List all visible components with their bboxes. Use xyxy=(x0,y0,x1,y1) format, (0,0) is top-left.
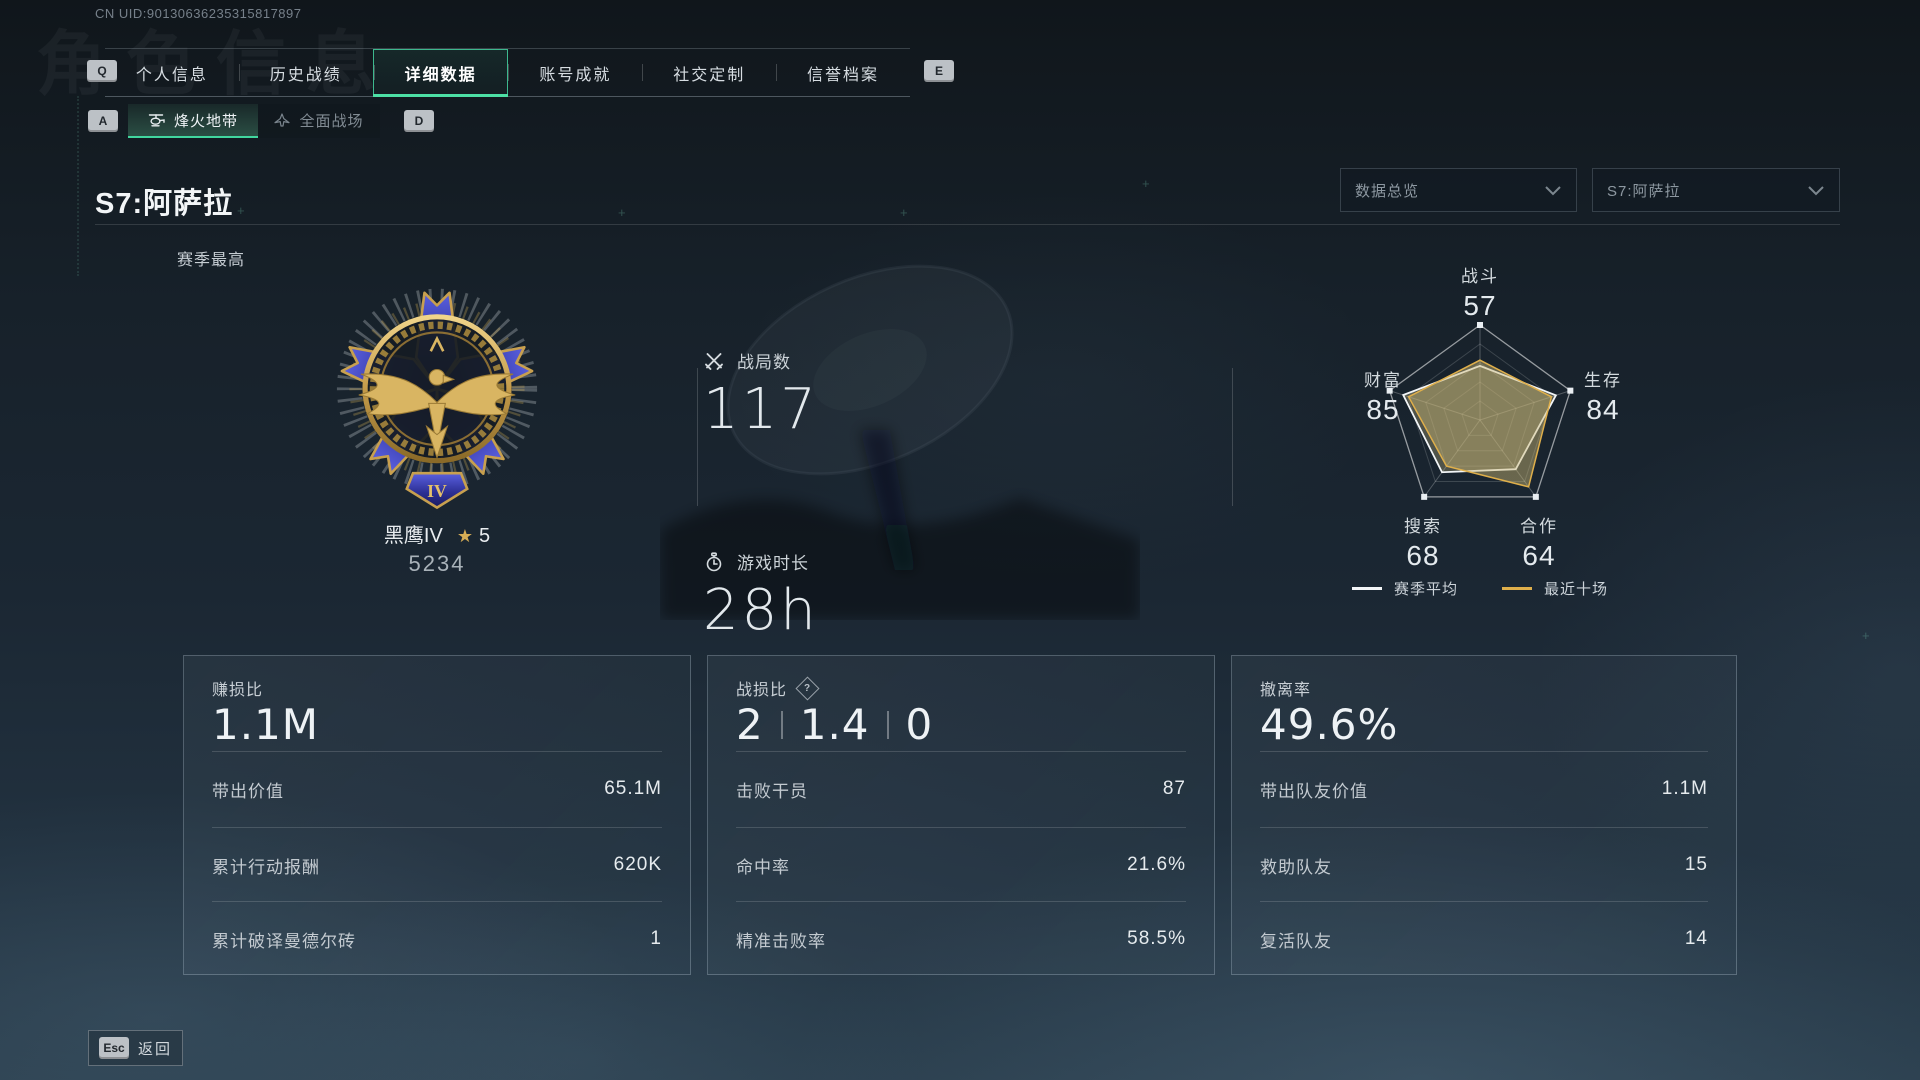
column-divider xyxy=(697,368,698,506)
subtab-hazard-zone[interactable]: 烽火地带 xyxy=(128,104,258,138)
playtime-label: 游戏时长 xyxy=(737,554,809,573)
hotkey-e-badge: E xyxy=(924,60,954,82)
season-dropdown[interactable]: S7:阿萨拉 xyxy=(1592,168,1840,212)
left-ruler-decoration xyxy=(77,96,79,276)
card-row: 带出价值 65.1M xyxy=(212,778,662,801)
hotkey-esc-badge: Esc xyxy=(99,1037,129,1059)
card-title: 赚损比 xyxy=(212,682,264,699)
rank-star-count: 5 xyxy=(478,525,491,547)
tab-reputation-file[interactable]: 信誉档案 xyxy=(776,49,910,96)
dropdown-value: 数据总览 xyxy=(1355,182,1420,200)
mode-subtabs: 烽火地带 全面战场 xyxy=(128,104,380,138)
card-row: 累计破译曼德尔砖 1 xyxy=(212,928,662,951)
page-title: S7:阿萨拉 xyxy=(95,188,234,220)
column-divider xyxy=(1232,368,1233,506)
hotkey-d-badge: D xyxy=(404,110,434,132)
data-scope-dropdown[interactable]: 数据总览 xyxy=(1340,168,1577,212)
card-row: 累计行动报酬 620K xyxy=(212,854,662,877)
legend-swatch xyxy=(1502,587,1533,590)
dropdown-value: S7:阿萨拉 xyxy=(1607,182,1681,200)
legend-recent-ten: 最近十场 xyxy=(1502,578,1608,599)
card-row: 击败干员 87 xyxy=(736,778,1186,801)
radar-axis-wealth: 财富 85 xyxy=(1364,371,1402,425)
jet-icon xyxy=(274,113,291,127)
tab-match-history[interactable]: 历史战绩 xyxy=(238,49,373,96)
battles-value: 117 xyxy=(703,377,819,442)
hotkey-q-badge: Q xyxy=(87,60,117,82)
hotkey-a-badge: A xyxy=(88,110,118,132)
extraction-rate-card: 撤离率 49.6% 带出队友价值 1.1M 救助队友 15 复活队友 14 xyxy=(1231,655,1737,975)
card-title: 撤离率 xyxy=(1260,682,1312,699)
subtab-label: 烽火地带 xyxy=(173,112,238,130)
card-row: 精准击败率 58.5% xyxy=(736,928,1186,951)
plus-decoration: + xyxy=(618,205,626,220)
card-value: 1.1M xyxy=(212,700,320,749)
card-row: 命中率 21.6% xyxy=(736,854,1186,877)
back-button[interactable]: Esc 返回 xyxy=(88,1030,184,1066)
legend-label: 赛季平均 xyxy=(1394,581,1459,598)
battles-stat: 战局数 117 xyxy=(703,348,819,442)
radar-chart xyxy=(1386,322,1574,500)
title-divider xyxy=(95,224,1840,225)
kd-ratio-card: 战损比 ? 2 1.4 0 击败干员 87 命中率 21.6% 精准击败率 58.5% xyxy=(707,655,1215,975)
card-row: 带出队友价值 1.1M xyxy=(1260,778,1708,801)
playtime-value: 28h xyxy=(703,578,819,643)
main-tabbar: 个人信息 历史战绩 详细数据 账号成就 社交定制 信誉档案 xyxy=(105,48,910,97)
plus-decoration: + xyxy=(237,203,245,218)
tab-account-achievements[interactable]: 账号成就 xyxy=(508,49,642,96)
rank-name: 黑鹰IV xyxy=(383,525,443,547)
subtab-all-out-warfare[interactable]: 全面战场 xyxy=(258,104,380,138)
card-value: 49.6% xyxy=(1260,700,1399,749)
card-title: 战损比 ? xyxy=(736,675,820,701)
radar-legend: 赛季平均 最近十场 xyxy=(1352,578,1608,599)
legend-label: 最近十场 xyxy=(1544,581,1609,598)
profit-loss-card: 赚损比 1.1M 带出价值 65.1M 累计行动报酬 620K 累计破译曼德尔砖 1 xyxy=(183,655,691,975)
subtab-label: 全面战场 xyxy=(299,112,364,130)
plus-decoration: + xyxy=(1862,628,1870,643)
playtime-stat: 游戏时长 28h xyxy=(703,549,819,643)
back-label: 返回 xyxy=(138,1040,173,1058)
radar-axis-combat: 战斗 57 xyxy=(1461,267,1499,321)
radar-axis-survival: 生存 84 xyxy=(1584,371,1622,425)
star-icon: ★ xyxy=(456,526,473,546)
player-uid: CN UID:90130636235315817897 xyxy=(95,6,302,21)
rank-numeral: IV xyxy=(427,481,447,501)
radar-axis-search: 搜索 68 xyxy=(1404,517,1442,571)
card-value: 2 1.4 0 xyxy=(736,700,934,749)
tab-social-custom[interactable]: 社交定制 xyxy=(642,49,776,96)
tab-personal-info[interactable]: 个人信息 xyxy=(135,66,208,84)
season-best-label: 赛季最高 xyxy=(177,252,246,269)
chevron-down-icon xyxy=(1545,186,1561,196)
crossed-swords-icon xyxy=(705,352,723,370)
battles-label: 战局数 xyxy=(737,353,791,372)
legend-season-average: 赛季平均 xyxy=(1352,578,1458,599)
tab-detailed-stats[interactable]: 详细数据 xyxy=(372,49,509,97)
rank-medal: IV xyxy=(317,272,557,522)
plus-decoration: + xyxy=(1142,176,1150,191)
radar-axis-cooperation: 合作 64 xyxy=(1520,517,1558,571)
legend-swatch xyxy=(1352,587,1382,590)
help-icon[interactable]: ? xyxy=(795,675,820,701)
plus-decoration: + xyxy=(900,205,908,220)
stopwatch-icon xyxy=(706,551,722,571)
rank-name-line: 黑鹰IV ★ 5 xyxy=(317,519,557,548)
card-row: 复活队友 14 xyxy=(1260,928,1708,951)
chevron-down-icon xyxy=(1808,186,1824,196)
card-row: 救助队友 15 xyxy=(1260,854,1708,877)
rank-medal-graphic: IV xyxy=(336,288,538,510)
helicopter-icon xyxy=(148,113,165,127)
rank-score: 5234 xyxy=(408,551,466,576)
